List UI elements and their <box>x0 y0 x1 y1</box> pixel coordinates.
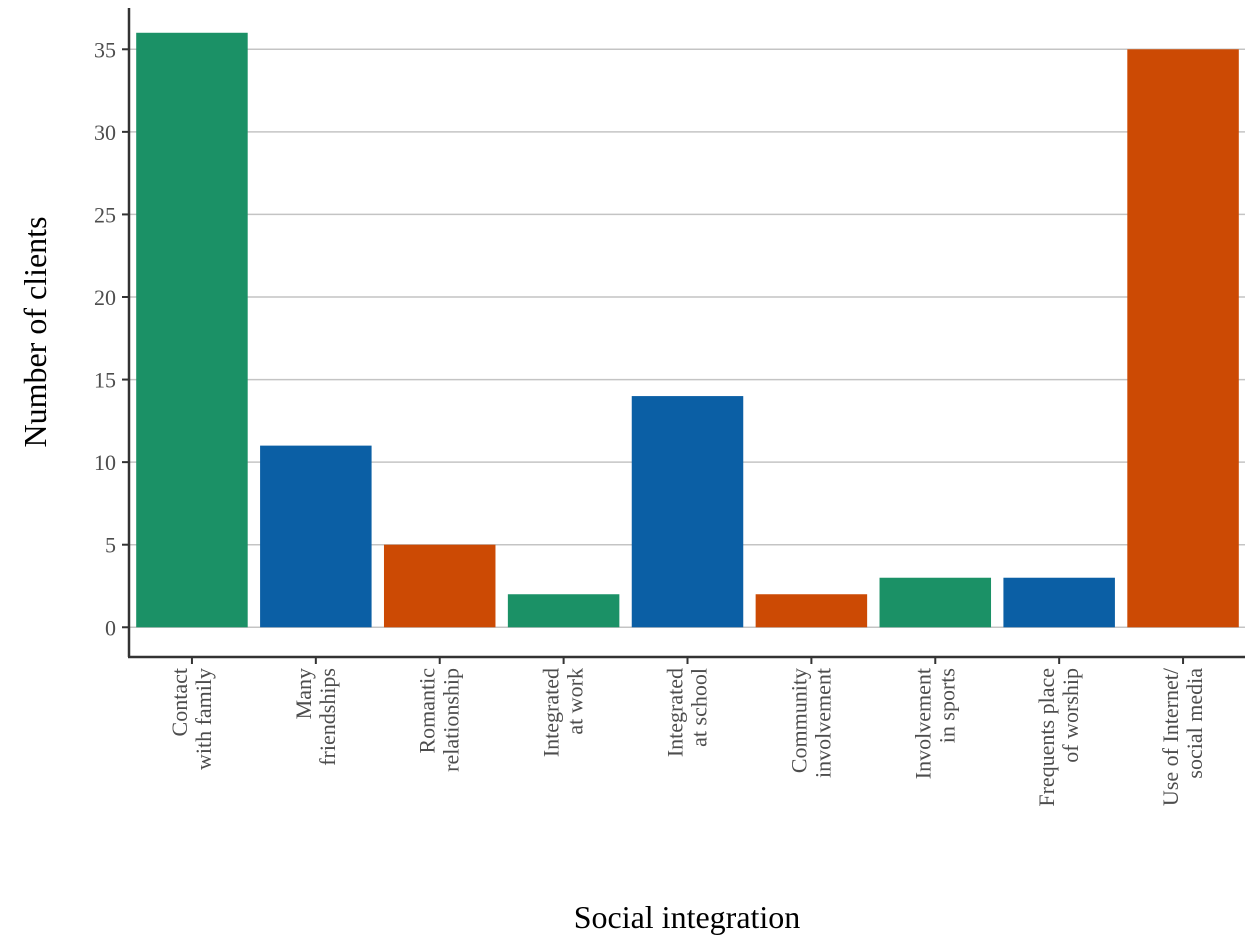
x-tick-label: Romanticrelationship <box>415 668 464 772</box>
bars <box>136 32 1239 628</box>
y-tick-label: 20 <box>94 285 116 310</box>
svg-text:Communityinvolvement: Communityinvolvement <box>786 668 835 778</box>
svg-text:Use of Internet/social media: Use of Internet/social media <box>1158 667 1207 806</box>
bar <box>383 544 496 628</box>
svg-text:Contactwith family: Contactwith family <box>167 668 216 770</box>
svg-text:Integratedat work: Integratedat work <box>539 668 588 757</box>
y-tick-label: 30 <box>94 120 116 145</box>
y-tick-label: 25 <box>94 202 116 227</box>
bar <box>1003 577 1115 628</box>
svg-text:Integratedat school: Integratedat school <box>663 668 712 757</box>
x-ticks: Contactwith family Manyfriendships Romanti… <box>167 657 1207 807</box>
bar <box>631 396 744 628</box>
x-tick-label: Involvementin sports <box>910 668 959 779</box>
svg-text:Involvementin sports: Involvementin sports <box>910 668 959 779</box>
y-tick-label: 5 <box>105 533 116 558</box>
x-tick-label: Communityinvolvement <box>786 668 835 778</box>
x-tick-label: Manyfriendships <box>291 668 340 766</box>
x-tick-label: Contactwith family <box>167 668 216 770</box>
bar <box>755 594 868 628</box>
x-tick-label: Frequents placeof worship <box>1034 668 1083 807</box>
y-tick-label: 35 <box>94 37 116 62</box>
x-tick-label: Use of Internet/social media <box>1158 667 1207 806</box>
bar <box>260 445 372 628</box>
x-tick-label: Integratedat work <box>539 668 588 757</box>
bar <box>879 577 992 628</box>
bar <box>507 594 620 628</box>
bar <box>136 32 248 628</box>
y-ticks: 0 5 10 15 20 25 30 35 <box>94 37 129 640</box>
x-axis-title: Social integration <box>574 899 801 935</box>
x-tick-label: Integratedat school <box>663 668 712 757</box>
y-axis-title: Number of clients <box>17 216 53 447</box>
svg-text:Frequents placeof worship: Frequents placeof worship <box>1034 668 1083 807</box>
y-tick-label: 0 <box>105 615 116 640</box>
bar <box>1127 49 1239 628</box>
svg-text:Manyfriendships: Manyfriendships <box>291 668 340 766</box>
y-tick-label: 10 <box>94 450 116 475</box>
y-tick-label: 15 <box>94 368 116 393</box>
svg-text:Romanticrelationship: Romanticrelationship <box>415 668 464 772</box>
